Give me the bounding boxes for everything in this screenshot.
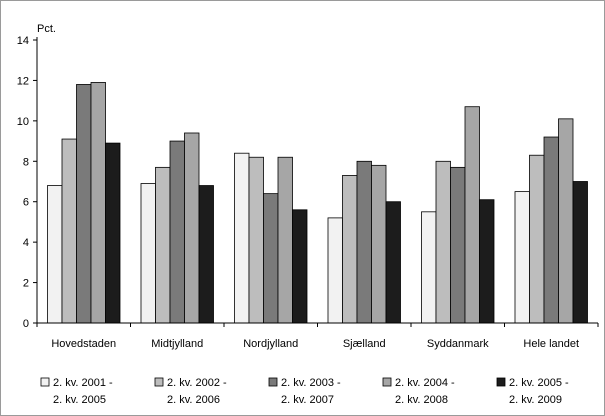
bar bbox=[140, 183, 156, 324]
bar bbox=[450, 166, 466, 324]
legend-label: 2. kv. 2004 - bbox=[395, 377, 455, 389]
category-label: Nordjylland bbox=[243, 338, 298, 350]
y-tick-label: 14 bbox=[17, 35, 29, 47]
bar bbox=[248, 156, 264, 324]
y-tick-label: 10 bbox=[17, 116, 29, 128]
bar bbox=[234, 152, 250, 324]
legend-label: 2. kv. 2001 - bbox=[53, 377, 113, 389]
bar bbox=[292, 209, 308, 324]
bar bbox=[479, 199, 495, 324]
category-label: Sjælland bbox=[343, 338, 386, 350]
legend-swatch bbox=[382, 377, 392, 387]
y-tick-label: 6 bbox=[23, 197, 29, 209]
legend-swatch bbox=[496, 377, 506, 387]
legend-label: 2. kv. 2005 - bbox=[509, 377, 569, 389]
legend-label: 2. kv. 2002 - bbox=[167, 377, 227, 389]
legend-label: 2. kv. 2007 bbox=[281, 394, 334, 406]
bar bbox=[61, 138, 77, 324]
bar bbox=[155, 166, 171, 324]
bar bbox=[76, 84, 92, 324]
category-label: Hovedstaden bbox=[51, 338, 116, 350]
axes bbox=[36, 37, 599, 327]
legend: 2. kv. 2001 - 2. kv. 2005 2. kv. 2002 - 2. … bbox=[40, 377, 569, 406]
legend-swatch bbox=[268, 377, 278, 387]
legend-swatch bbox=[40, 377, 50, 387]
y-unit-label: Pct. bbox=[37, 23, 56, 35]
bar bbox=[327, 217, 343, 324]
category-label: Hele landet bbox=[523, 338, 579, 350]
bar bbox=[356, 160, 372, 324]
category-labels: Hovedstaden Midtjylland Nordjylland Sjællan… bbox=[51, 338, 579, 350]
bar bbox=[47, 185, 63, 324]
bar bbox=[421, 211, 437, 324]
bar bbox=[90, 82, 106, 324]
bar bbox=[198, 185, 214, 324]
bar bbox=[572, 181, 588, 324]
y-axis-ticks: 0 2 4 6 8 10 12 14 bbox=[17, 35, 37, 330]
bar bbox=[184, 132, 200, 324]
bar bbox=[464, 106, 480, 324]
bar bbox=[543, 136, 559, 324]
bar bbox=[342, 175, 358, 324]
bar bbox=[385, 201, 401, 324]
y-tick-label: 8 bbox=[23, 156, 29, 168]
legend-swatch bbox=[154, 377, 164, 387]
y-tick-label: 2 bbox=[23, 278, 29, 290]
legend-label: 2. kv. 2003 - bbox=[281, 377, 341, 389]
bar bbox=[105, 142, 121, 324]
category-label: Syddanmark bbox=[427, 338, 489, 350]
legend-label: 2. kv. 2008 bbox=[395, 394, 448, 406]
bar bbox=[371, 164, 387, 324]
bar bbox=[435, 160, 451, 324]
legend-label: 2. kv. 2009 bbox=[509, 394, 562, 406]
y-tick-label: 0 bbox=[23, 318, 29, 330]
category-label: Midtjylland bbox=[151, 338, 203, 350]
bar bbox=[263, 193, 279, 324]
legend-label: 2. kv. 2006 bbox=[167, 394, 220, 406]
bar bbox=[558, 118, 574, 324]
bar bbox=[514, 191, 530, 324]
legend-label: 2. kv. 2005 bbox=[53, 394, 106, 406]
y-tick-label: 4 bbox=[23, 237, 29, 249]
bar bbox=[277, 156, 293, 324]
bar bbox=[169, 140, 185, 324]
y-tick-label: 12 bbox=[17, 75, 29, 87]
bar bbox=[529, 154, 545, 324]
bars bbox=[47, 82, 588, 324]
